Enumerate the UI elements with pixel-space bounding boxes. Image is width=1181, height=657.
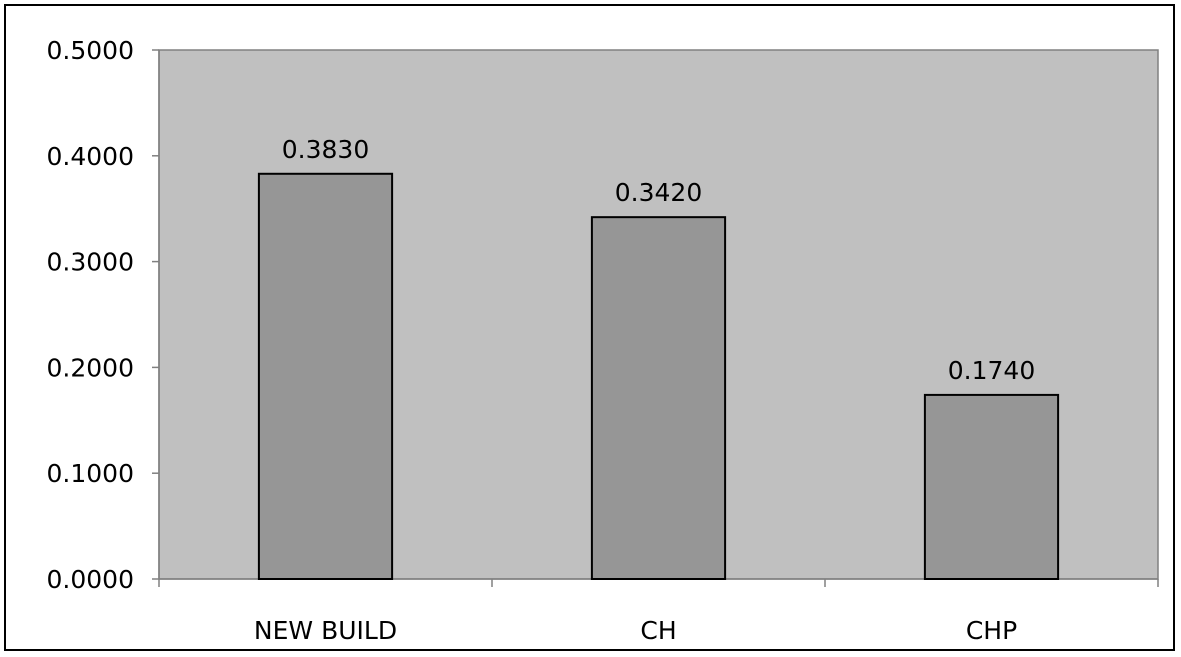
y-tick-label: 0.3000 <box>47 248 134 277</box>
x-category-label: CHP <box>966 616 1017 645</box>
y-tick-label: 0.2000 <box>47 353 134 382</box>
bar-new-build <box>257 172 394 580</box>
x-category-label: NEW BUILD <box>254 616 397 645</box>
y-axis: 0.0000 0.1000 0.2000 0.3000 0.4000 0.5000 <box>47 36 160 594</box>
bar-chp <box>923 393 1060 580</box>
x-category-label: CH <box>640 616 676 645</box>
y-tick-label: 0.5000 <box>47 36 134 65</box>
data-label: 0.3420 <box>615 178 702 207</box>
data-label: 0.1740 <box>948 356 1035 385</box>
bars <box>257 172 1060 580</box>
data-label: 0.3830 <box>282 135 369 164</box>
bar-ch <box>590 216 727 580</box>
y-tick-label: 0.4000 <box>47 142 134 171</box>
x-axis: NEW BUILD CH CHP <box>158 578 1159 645</box>
y-tick-label: 0.0000 <box>47 565 134 594</box>
data-labels: 0.3830 0.3420 0.1740 <box>282 135 1035 385</box>
y-tick-label: 0.1000 <box>47 459 134 488</box>
